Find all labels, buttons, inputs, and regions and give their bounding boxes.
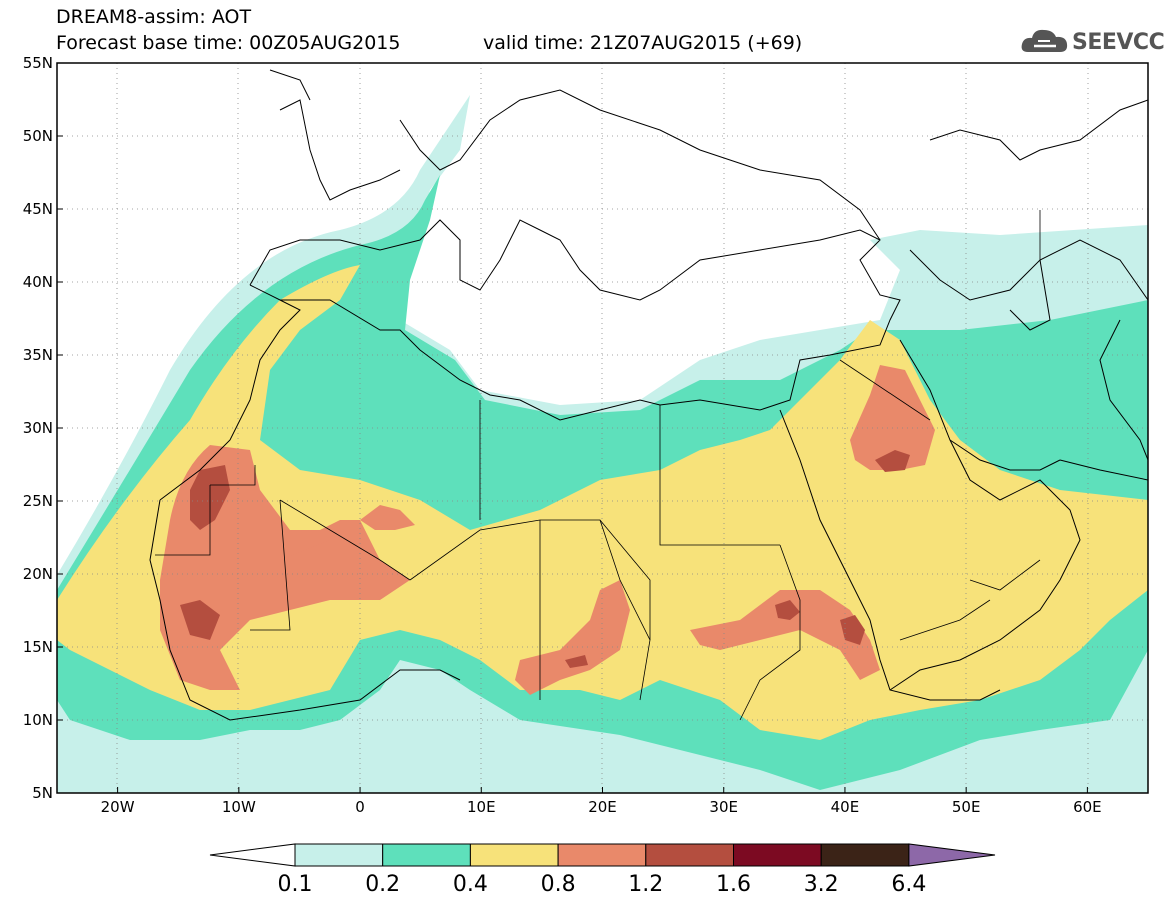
map-title: DREAM8-assim: AOT (56, 6, 252, 28)
lat-tick-label: 40N (23, 273, 53, 291)
valid-time: valid time: 21Z07AUG2015 (+69) (483, 32, 803, 54)
seevccc-logo: SEEVCCC (1020, 24, 1165, 60)
lon-tick-label: 50E (952, 798, 981, 816)
lon-tick-label: 10E (467, 798, 496, 816)
forecast-base-time: Forecast base time: 00Z05AUG2015 (56, 32, 401, 54)
colorbar-over-triangle (908, 843, 996, 867)
colorbar-label: 0.2 (365, 872, 401, 897)
aot-band-1.2-c (875, 450, 910, 472)
lat-tick-label: 30N (23, 419, 53, 437)
coastlines (149, 69, 1148, 721)
colorbar-label: 6.4 (891, 872, 927, 897)
colorbar-segment (382, 843, 471, 867)
colorbar (209, 843, 996, 867)
colorbar-label: 0.1 (277, 872, 313, 897)
lat-tick-label: 5N (32, 784, 53, 802)
lon-tick-label: 30E (709, 798, 738, 816)
aot-field (57, 63, 1148, 793)
aot-band-1.2-d (775, 600, 800, 620)
lon-tick-label: 0 (355, 798, 365, 816)
lon-tick-label: 60E (1073, 798, 1102, 816)
aot-band-1.2-f (565, 655, 588, 668)
aot-band-0.8-d (690, 590, 880, 680)
borders (155, 210, 1041, 721)
lon-tick-label: 20W (101, 798, 135, 816)
lon-tick-label: 20E (588, 798, 617, 816)
colorbar-segment (557, 843, 647, 867)
colorbar-segment (469, 843, 559, 867)
aot-band-1.2-e (840, 615, 865, 645)
colorbar-label: 3.2 (803, 872, 839, 897)
aot-band-0.8-e (850, 365, 935, 470)
aot-band-0.8-f (360, 505, 415, 530)
lat-tick-label: 20N (23, 565, 53, 583)
logo-text: SEEVCCC (1072, 30, 1165, 55)
grid-lines (57, 63, 1148, 793)
lat-tick-label: 10N (23, 711, 53, 729)
lat-tick-label: 55N (23, 54, 53, 72)
colorbar-label: 0.8 (540, 872, 576, 897)
lat-tick-label: 50N (23, 127, 53, 145)
aot-band-0.8-c (515, 580, 630, 695)
lon-tick-label: 10W (222, 798, 256, 816)
colorbar-segment (294, 843, 384, 867)
colorbar-under-triangle (209, 843, 296, 867)
latitude-ticks: 55N 50N 45N 40N 35N 30N 25N 20N 15N 10N 5N (23, 54, 63, 802)
lat-tick-label: 45N (23, 200, 53, 218)
lon-tick-label: 40E (831, 798, 860, 816)
aot-band-0.8-b (280, 540, 370, 590)
colorbar-label: 0.4 (452, 872, 488, 897)
lat-tick-label: 35N (23, 346, 53, 364)
colorbar-segment (820, 843, 910, 867)
longitude-ticks: 20W 10W 0 10E 20E 30E 40E 50E 60E (101, 787, 1102, 816)
colorbar-label: 1.2 (628, 872, 664, 897)
colorbar-segment (645, 843, 734, 867)
colorbar-label: 1.6 (716, 872, 751, 897)
colorbar-segment (733, 843, 822, 867)
lat-tick-label: 25N (23, 492, 53, 510)
aot-band-1.2-b (180, 600, 220, 640)
lat-tick-label: 15N (23, 638, 53, 656)
cloud-icon (1021, 29, 1068, 52)
